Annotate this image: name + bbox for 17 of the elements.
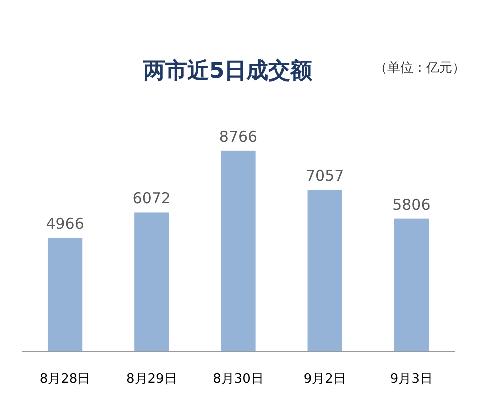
bar — [134, 212, 170, 352]
data-label: 5806 — [392, 196, 431, 214]
data-label: 7057 — [306, 167, 344, 186]
x-tick-label: 8月30日 — [213, 372, 264, 387]
bar — [308, 190, 342, 352]
bar — [394, 218, 430, 352]
chart-title: 两市近5日成交额 — [142, 58, 314, 84]
x-tick-label: 8月28日 — [40, 372, 91, 387]
bar — [221, 150, 256, 352]
bar — [48, 238, 83, 352]
data-label: 8766 — [219, 128, 258, 146]
chart-subtitle: （单位：亿元） — [374, 61, 466, 76]
x-tick-label: 9月3日 — [390, 372, 433, 387]
data-label: 4966 — [46, 215, 84, 234]
x-tick-label: 8月29日 — [126, 372, 178, 387]
data-label: 6072 — [132, 190, 171, 208]
x-tick-label: 9月2日 — [304, 372, 346, 387]
